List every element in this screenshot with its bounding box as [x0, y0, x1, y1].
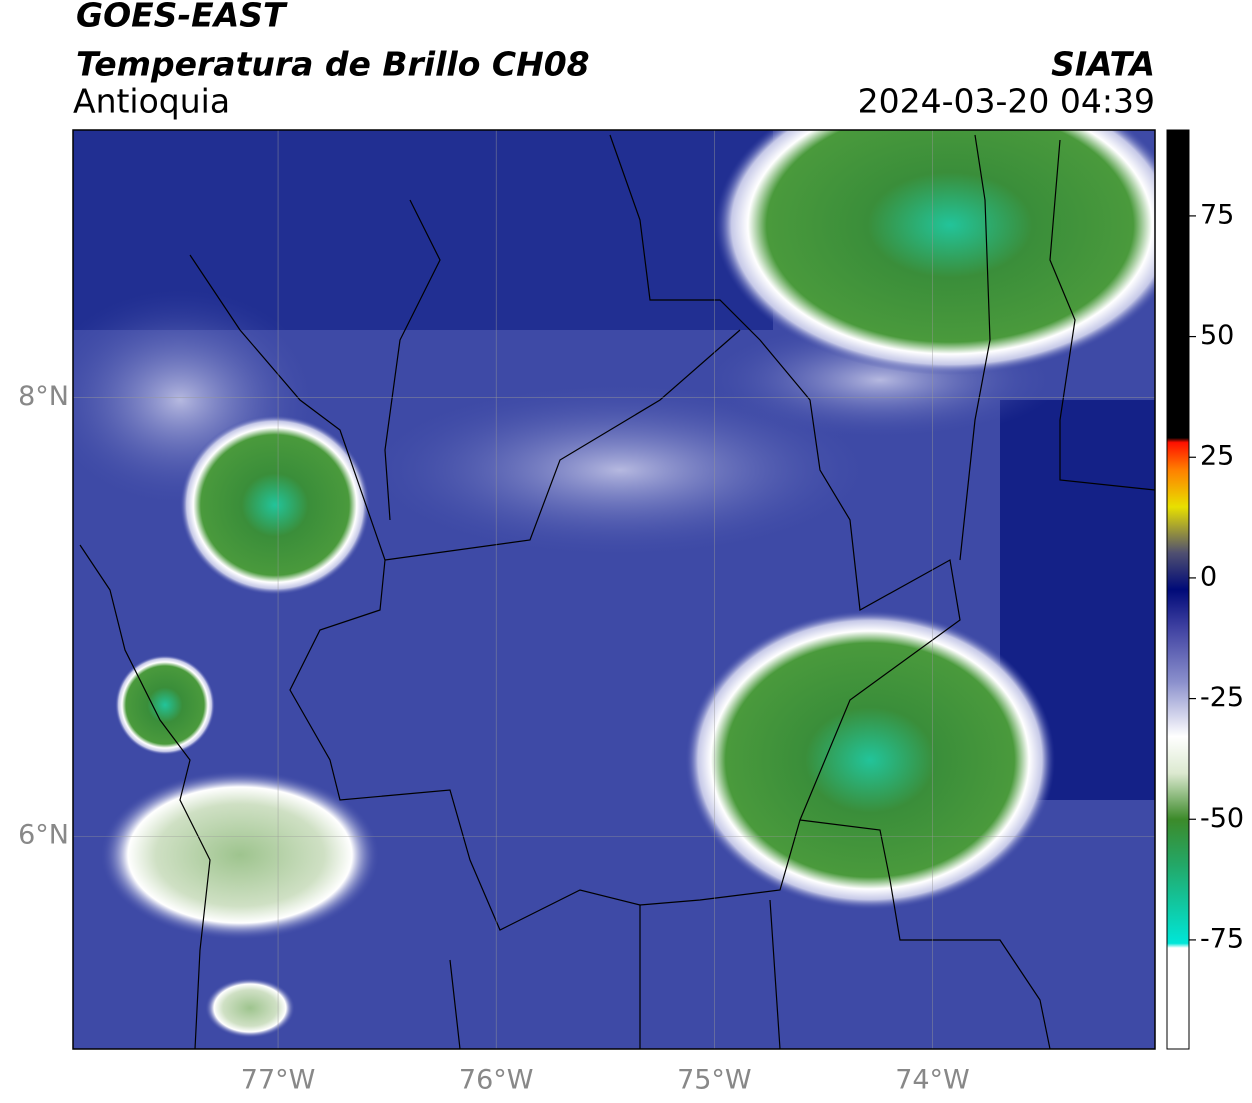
- cloud-top: [205, 978, 295, 1038]
- colorbar-tick-label: 50: [1200, 320, 1234, 351]
- cloud-top: [715, 130, 1155, 375]
- title: GOES-EAST: [76, 0, 288, 35]
- subtitle: Temperatura de Brillo CH08: [76, 45, 590, 84]
- source: SIATA: [1051, 45, 1155, 84]
- map-image: [73, 130, 1155, 1049]
- x-tick-label: 75°W: [677, 1065, 752, 1096]
- y-tick-label: 6°N: [18, 820, 69, 851]
- cloud-top: [180, 415, 370, 595]
- y-tick-label: 8°N: [18, 381, 69, 412]
- colorbar-tick-label: -25: [1200, 682, 1244, 713]
- cloud-top: [685, 610, 1055, 910]
- x-tick-label: 74°W: [895, 1065, 970, 1096]
- colorbar-tick-label: -50: [1200, 803, 1244, 834]
- x-tick-label: 77°W: [241, 1065, 316, 1096]
- cloud-top: [100, 770, 380, 940]
- region: Antioquia: [73, 82, 230, 121]
- colorbar-tick-label: 75: [1200, 199, 1234, 230]
- colorbar-tick-label: 0: [1200, 561, 1217, 592]
- map-frame: [72, 129, 1156, 1050]
- colorbar-tick-label: 25: [1200, 441, 1234, 472]
- haze: [360, 380, 880, 560]
- colorbar: [1166, 129, 1190, 1050]
- datetime: 2024-03-20 04:39: [858, 82, 1155, 121]
- x-tick-label: 76°W: [459, 1065, 534, 1096]
- colorbar-tick-label: -75: [1200, 923, 1244, 954]
- graticule: [73, 130, 1155, 1049]
- borders: [79, 134, 1155, 1049]
- cloud-top: [115, 655, 215, 755]
